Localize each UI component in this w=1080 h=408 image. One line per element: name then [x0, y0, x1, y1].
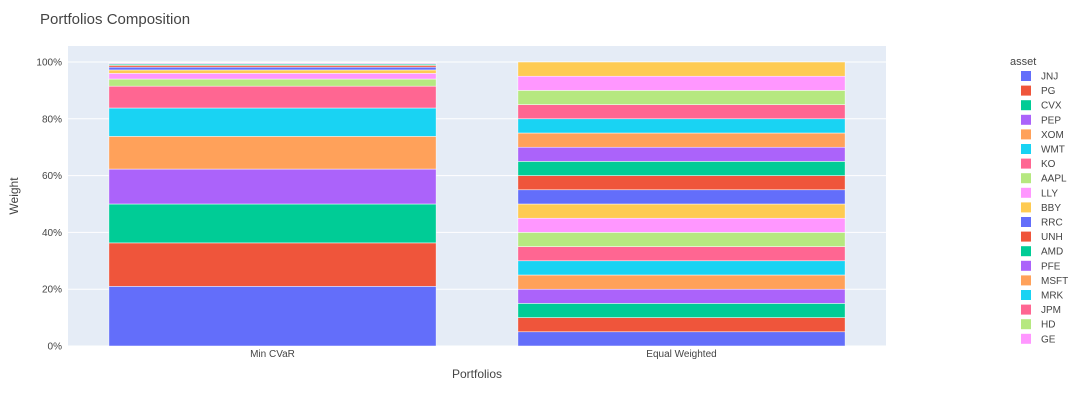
x-axis-title: Portfolios — [452, 367, 502, 381]
bar-segment[interactable] — [517, 146, 846, 162]
bar-segment[interactable] — [517, 260, 846, 276]
bar-segment[interactable] — [108, 136, 437, 170]
bar-segment[interactable] — [517, 118, 846, 134]
legend-swatch[interactable] — [1021, 319, 1031, 330]
legend-swatch[interactable] — [1021, 71, 1031, 81]
legend: JNJ PG CVX PEP XOM WMT KO AAPL LLY BBY RRC UNH AMD PF… — [1021, 71, 1068, 345]
x-axis-ticks: Min CVaR Equal Weighted — [250, 349, 717, 360]
y-tick-label: 60% — [42, 171, 62, 182]
legend-label[interactable]: RRC — [1041, 218, 1063, 229]
legend-swatch[interactable] — [1021, 158, 1031, 169]
y-tick-label: 40% — [42, 228, 62, 239]
legend-swatch[interactable] — [1021, 290, 1031, 300]
y-tick-label: 100% — [36, 58, 62, 69]
legend-swatch[interactable] — [1021, 260, 1031, 271]
legend-label[interactable]: UNH — [1041, 232, 1063, 243]
bar-segment[interactable] — [108, 69, 437, 74]
bar-segment[interactable] — [517, 232, 846, 247]
legend-label[interactable]: GE — [1041, 334, 1056, 345]
bar-segment[interactable] — [108, 203, 437, 244]
bar-segment[interactable] — [517, 104, 846, 120]
legend-label[interactable]: CVX — [1041, 101, 1062, 112]
legend-swatch[interactable] — [1021, 100, 1031, 111]
legend-label[interactable]: MSFT — [1041, 276, 1068, 287]
legend-label[interactable]: KO — [1041, 159, 1056, 170]
bar-segment[interactable] — [517, 246, 846, 262]
bar-segment[interactable] — [517, 317, 846, 333]
legend-swatch[interactable] — [1021, 173, 1031, 184]
legend-swatch[interactable] — [1021, 275, 1031, 286]
bar-segment[interactable] — [108, 286, 437, 347]
bar-segment[interactable] — [517, 303, 846, 318]
legend-swatch[interactable] — [1021, 85, 1031, 96]
bars — [108, 61, 846, 347]
legend-label[interactable]: JPM — [1041, 305, 1061, 316]
y-axis-title: Weight — [7, 177, 21, 215]
legend-label[interactable]: MRK — [1041, 291, 1064, 302]
legend-swatch[interactable] — [1021, 187, 1031, 198]
legend-swatch[interactable] — [1021, 202, 1031, 213]
y-tick-label: 80% — [42, 114, 62, 125]
legend-title: asset — [1010, 56, 1036, 68]
x-tick-label: Min CVaR — [250, 349, 295, 360]
legend-label[interactable]: XOM — [1041, 130, 1064, 141]
bar-segment[interactable] — [517, 217, 846, 233]
legend-swatch[interactable] — [1021, 304, 1031, 315]
y-tick-label: 0% — [48, 342, 63, 353]
legend-label[interactable]: HD — [1041, 320, 1055, 331]
legend-label[interactable]: PEP — [1041, 115, 1061, 126]
y-axis-ticks: 0% 20% 40% 60% 80% 100% — [36, 58, 62, 353]
legend-label[interactable]: BBY — [1041, 203, 1061, 214]
y-tick-label: 20% — [42, 285, 62, 296]
bar-segment[interactable] — [517, 61, 846, 77]
legend-swatch[interactable] — [1021, 246, 1031, 257]
bar-segment[interactable] — [517, 90, 846, 105]
legend-swatch[interactable] — [1021, 114, 1031, 125]
bar-segment[interactable] — [108, 168, 437, 205]
x-tick-label: Equal Weighted — [646, 349, 716, 360]
legend-label[interactable]: AMD — [1041, 247, 1063, 258]
legend-swatch[interactable] — [1021, 144, 1031, 154]
bar-segment[interactable] — [517, 331, 846, 347]
bar-segment[interactable] — [108, 85, 437, 109]
bar-segment[interactable] — [108, 242, 437, 287]
bar-segment[interactable] — [517, 132, 846, 148]
bar-segment[interactable] — [517, 288, 846, 304]
legend-label[interactable]: LLY — [1041, 188, 1058, 199]
bar-segment[interactable] — [108, 66, 437, 71]
bar-segment[interactable] — [517, 189, 846, 205]
legend-label[interactable]: PG — [1041, 86, 1056, 97]
legend-swatch[interactable] — [1021, 129, 1031, 140]
bar-segment[interactable] — [108, 78, 437, 87]
bar-segment[interactable] — [108, 73, 437, 80]
legend-swatch[interactable] — [1021, 217, 1031, 227]
legend-swatch[interactable] — [1021, 333, 1031, 344]
legend-label[interactable]: WMT — [1041, 145, 1065, 156]
bar-segment[interactable] — [517, 75, 846, 91]
bar-segment[interactable] — [517, 175, 846, 191]
chart-title: Portfolios Composition — [40, 11, 190, 28]
legend-swatch[interactable] — [1021, 231, 1031, 242]
bar-segment[interactable] — [517, 161, 846, 176]
bar-segment[interactable] — [108, 107, 437, 137]
bar-segment[interactable] — [517, 203, 846, 219]
legend-label[interactable]: JNJ — [1041, 72, 1058, 83]
bar-segment[interactable] — [108, 65, 437, 68]
bar-segment[interactable] — [517, 274, 846, 290]
legend-label[interactable]: AAPL — [1041, 174, 1067, 185]
legend-label[interactable]: PFE — [1041, 261, 1061, 272]
